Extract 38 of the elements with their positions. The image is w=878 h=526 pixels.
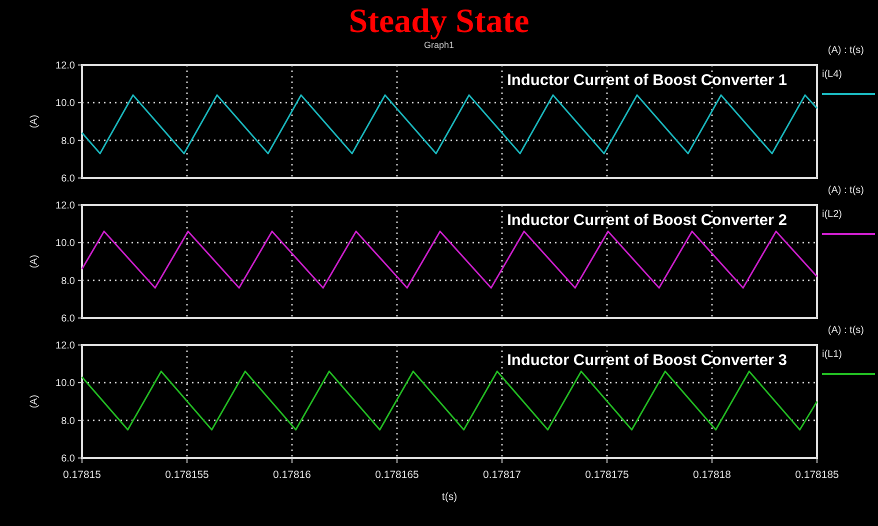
text: i(L4) — [822, 69, 842, 80]
y-tick-label: 10.0 — [56, 238, 76, 250]
y-tick-label: 8.0 — [61, 276, 76, 287]
text: (A) : t(s) — [828, 45, 864, 56]
x-tick-label: 0.178155 — [165, 469, 210, 481]
x-tick-label: 0.17816 — [273, 469, 312, 481]
y-tick-label: 12.0 — [56, 200, 76, 212]
text: Steady State — [348, 3, 530, 40]
x-tick-label: 0.178175 — [585, 469, 630, 481]
y-tick-label: 8.0 — [61, 136, 76, 147]
x-axis-title: t(s) — [442, 491, 458, 503]
text: i(L1) — [822, 349, 842, 360]
x-tick-label: 0.17818 — [693, 469, 732, 481]
y-tick-label: 8.0 — [61, 416, 76, 427]
y-axis-title: (A) — [29, 254, 40, 268]
text: i(L2) — [822, 209, 842, 220]
line-series — [81, 230, 818, 289]
y-tick-label: 10.0 — [56, 378, 76, 390]
y-tick-label: 12.0 — [56, 340, 76, 352]
line-series — [81, 94, 818, 154]
y-tick-label: 12.0 — [56, 60, 76, 72]
y-tick-label: 6.0 — [61, 454, 76, 464]
y-axis-title: (A) — [29, 394, 40, 408]
y-tick-label: 6.0 — [61, 314, 76, 324]
x-tick-label: 0.17815 — [63, 469, 102, 481]
x-tick-label: 0.178185 — [795, 469, 840, 481]
text: Inductor Current of Boost Converter 1 — [507, 72, 788, 89]
line-series — [81, 370, 818, 431]
text: (A) : t(s) — [828, 325, 864, 336]
text: Inductor Current of Boost Converter 3 — [507, 352, 788, 369]
text: Inductor Current of Boost Converter 2 — [507, 212, 787, 229]
x-tick-label: 0.178165 — [375, 469, 420, 481]
text: (A) : t(s) — [828, 185, 864, 196]
y-tick-label: 10.0 — [56, 98, 76, 110]
y-axis-title: (A) — [29, 114, 40, 128]
caption: Graph1 — [424, 40, 454, 50]
x-tick-label: 0.17817 — [483, 469, 522, 481]
y-tick-label: 6.0 — [61, 174, 76, 184]
